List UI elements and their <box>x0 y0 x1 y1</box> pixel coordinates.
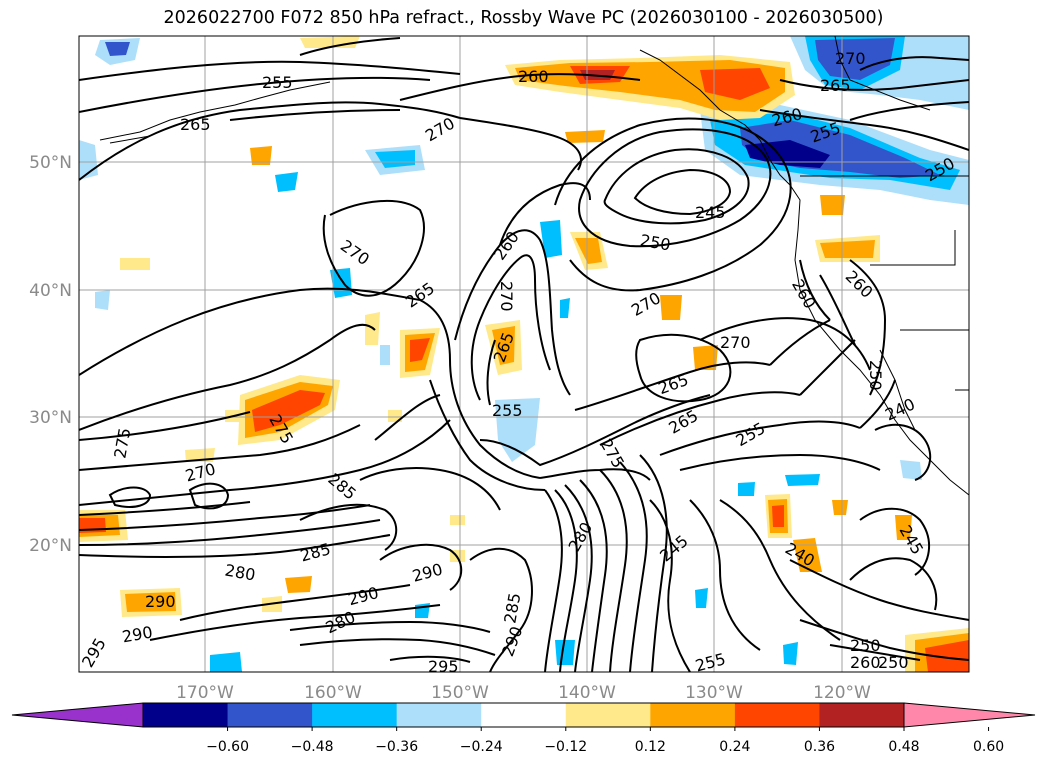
positive-anomaly-patch <box>492 326 515 365</box>
negative-anomaly-patch <box>380 345 390 365</box>
longitude-labels: 170°W 160°W 150°W 140°W 130°W 120°W <box>176 683 871 703</box>
colorbar-tick-label: 0.60 <box>973 739 1004 755</box>
negative-anomaly-patch <box>783 642 798 665</box>
contour-lines <box>79 37 969 672</box>
lat-label: 30°N <box>29 408 72 428</box>
lat-label: 50°N <box>29 153 72 173</box>
colorbar-tick-label: −0.36 <box>375 739 418 755</box>
lon-label: 170°W <box>176 683 234 703</box>
map-title: 2026022700 F072 850 hPa refract., Rossby… <box>163 8 884 28</box>
graticule <box>79 36 969 672</box>
positive-anomaly-patch <box>388 410 402 422</box>
negative-anomaly-patch <box>275 172 298 192</box>
colorbar-segment <box>312 703 398 727</box>
negative-anomaly-patch <box>560 298 570 318</box>
positive-anomaly-patch <box>252 390 325 432</box>
negative-anomaly-patch <box>900 460 922 480</box>
plot-frame <box>78 35 970 673</box>
colorbar-segment <box>819 703 905 727</box>
contour-label: 245 <box>695 203 726 222</box>
colorbar-extend-high <box>903 702 1036 728</box>
lon-label: 130°W <box>685 683 743 703</box>
positive-anomaly-patch <box>410 338 430 362</box>
contour-label: 250 <box>866 360 885 391</box>
contour-label: 295 <box>428 657 459 676</box>
positive-anomaly-patch <box>120 258 150 270</box>
positive-anomaly-patch <box>125 592 176 612</box>
colorbar-segment <box>396 703 482 727</box>
contour-label: 260 <box>518 67 549 86</box>
colorbar-segment <box>143 703 229 727</box>
lon-label: 150°W <box>431 683 489 703</box>
contour-label: 255 <box>492 401 523 420</box>
negative-anomaly-patch <box>745 140 830 168</box>
colorbar: −0.60 −0.48 −0.36 −0.24 −0.12 0.12 0.24 0.36 0.4… <box>11 702 1036 755</box>
contour-label: 265 <box>820 76 851 95</box>
contour-label: 265 <box>180 115 211 134</box>
contour-label: 270 <box>497 281 516 312</box>
negative-anomaly-patch <box>785 474 820 486</box>
positive-anomaly-patch <box>895 515 912 540</box>
colorbar-tick-label: 0.48 <box>888 739 919 755</box>
lon-label: 140°W <box>558 683 616 703</box>
colorbar-outline <box>142 702 905 728</box>
positive-anomaly-patch <box>250 146 272 165</box>
contour-label: 270 <box>720 333 751 352</box>
contour-label: 255 <box>693 649 727 675</box>
positive-anomaly-patch <box>660 295 682 320</box>
negative-anomaly-patch <box>105 42 130 56</box>
colorbar-tick-label: −0.48 <box>291 739 334 755</box>
colorbar-segment <box>565 703 651 727</box>
contour-label: 290 <box>145 592 176 611</box>
positive-anomaly-patch <box>820 195 845 215</box>
positive-anomaly-patch <box>693 345 718 370</box>
positive-anomaly-patch <box>700 68 770 100</box>
colorbar-tick-label: 0.36 <box>804 739 835 755</box>
lon-label: 160°W <box>304 683 362 703</box>
colorbar-tick-label: −0.60 <box>206 739 249 755</box>
colorbar-segment <box>734 703 820 727</box>
negative-anomaly-patch <box>555 640 575 665</box>
lat-label: 20°N <box>29 536 72 556</box>
positive-anomaly-patch <box>575 238 602 264</box>
colorbar-segment <box>481 703 567 727</box>
colorbar-tick-label: 0.24 <box>719 739 750 755</box>
negative-anomaly-patch <box>738 482 755 496</box>
positive-anomaly-patch <box>285 576 312 593</box>
latitude-labels: 50°N 40°N 30°N 20°N <box>29 153 72 556</box>
negative-anomaly-patch <box>815 38 895 80</box>
negative-anomaly-patch <box>95 290 110 310</box>
positive-anomaly-patch <box>820 240 875 258</box>
colorbar-tick-label: −0.12 <box>544 739 587 755</box>
positive-anomaly-patch <box>925 640 969 672</box>
negative-anomaly-patch <box>695 588 708 608</box>
contour-label: 255 <box>262 73 293 92</box>
colorbar-segment <box>650 703 736 727</box>
contour-label: 250 <box>850 636 881 655</box>
negative-anomaly-patch <box>375 150 415 168</box>
lat-label: 40°N <box>29 281 72 301</box>
negative-anomaly-patch <box>415 603 430 618</box>
contour-label: 260 <box>850 653 881 672</box>
coastlines <box>99 36 969 496</box>
colorbar-tick-label: 0.12 <box>635 739 666 755</box>
negative-anomaly-patch <box>210 652 242 672</box>
lon-label: 120°W <box>813 683 871 703</box>
positive-anomaly-patch <box>793 538 822 572</box>
positive-anomaly-patch <box>565 130 605 143</box>
negative-anomaly-patch <box>540 220 562 258</box>
shaded-anomaly-fields <box>79 36 969 672</box>
colorbar-extend-low <box>11 702 144 728</box>
positive-anomaly-patch <box>450 515 465 525</box>
colorbar-segment <box>227 703 313 727</box>
colorbar-tick-label: −0.24 <box>460 739 503 755</box>
positive-anomaly-patch <box>772 505 784 527</box>
contour-label: 250 <box>878 653 909 672</box>
contour-label: 270 <box>835 49 866 68</box>
positive-anomaly-patch <box>832 500 848 515</box>
